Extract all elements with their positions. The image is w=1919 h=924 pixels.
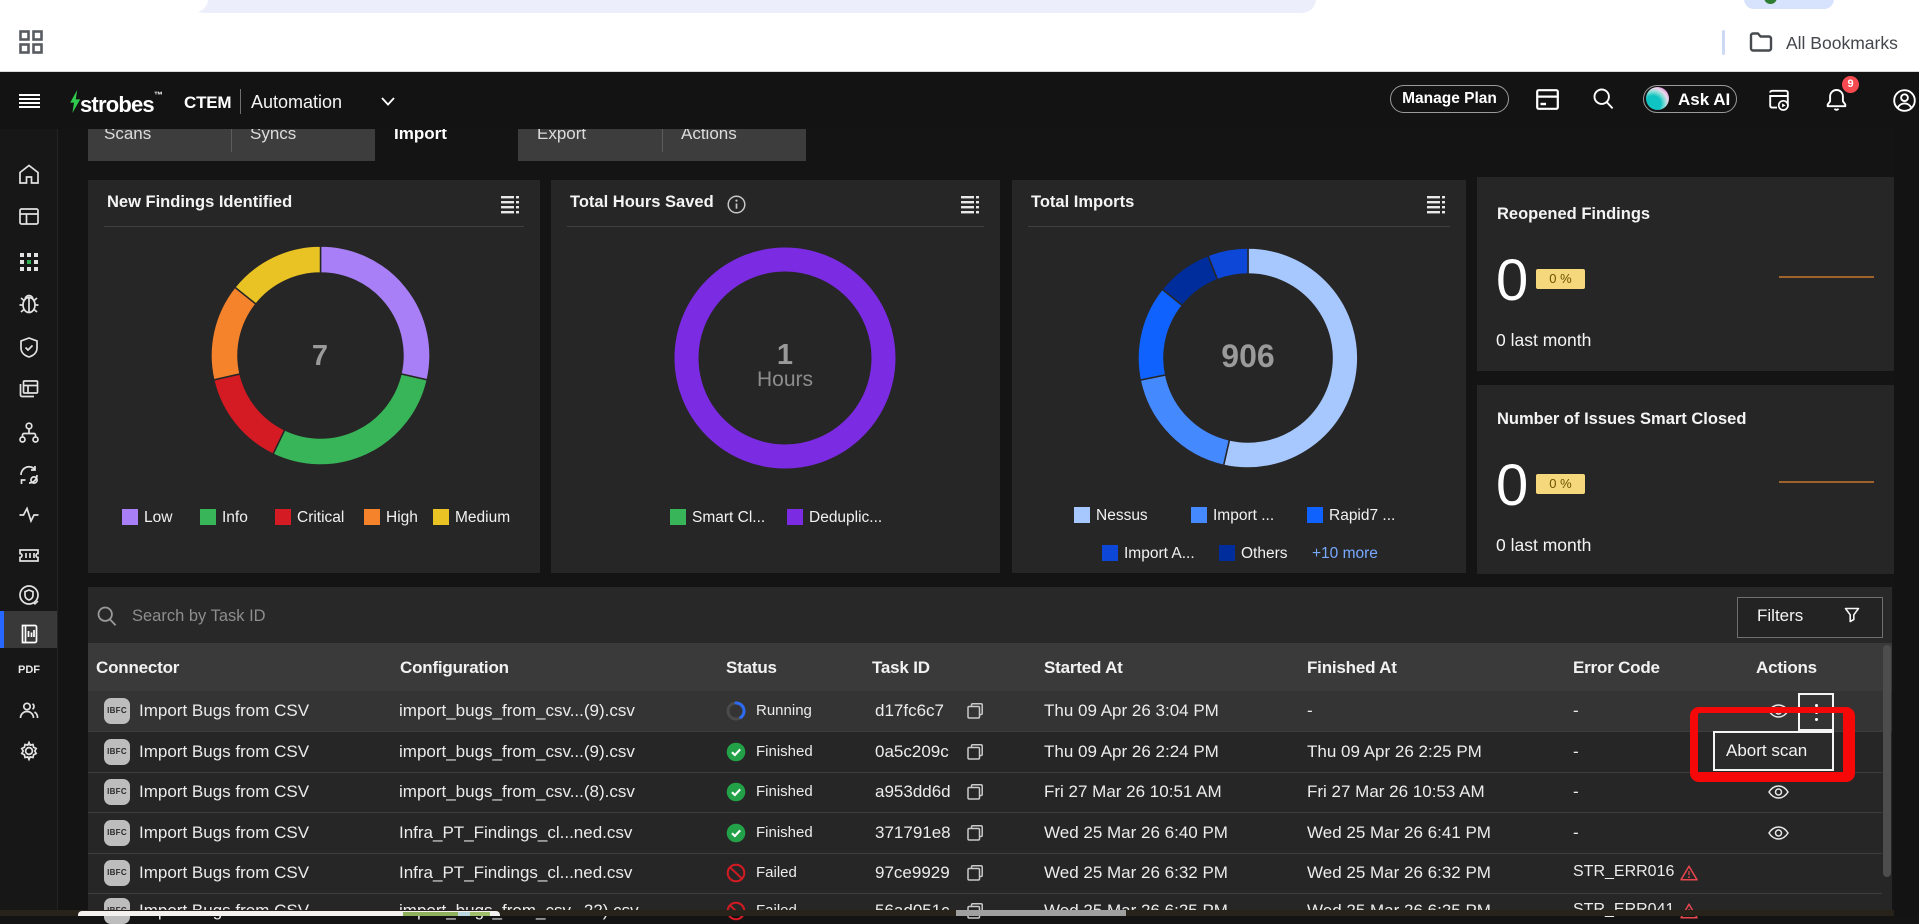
svg-text:PDF: PDF bbox=[18, 664, 40, 676]
